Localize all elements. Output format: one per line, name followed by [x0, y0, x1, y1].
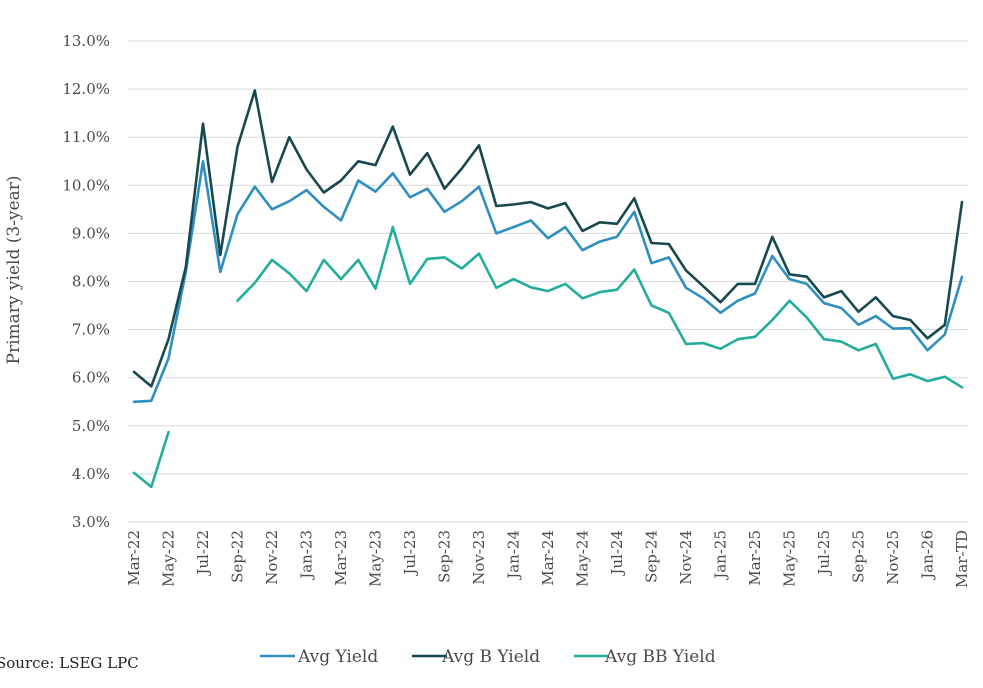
x-tick-label: Jul-23	[401, 530, 419, 577]
y-tick-label: 10.0%	[62, 176, 110, 194]
x-tick-label: Mar-23	[332, 530, 350, 586]
x-tick-label: May-23	[367, 530, 385, 587]
x-tick-label: Nov-23	[470, 530, 488, 585]
legend-label-avg-b-yield: Avg B Yield	[441, 647, 540, 667]
y-tick-label: 7.0%	[72, 321, 110, 339]
y-axis-ticks: 3.0% 4.0% 5.0% 6.0% 7.0% 8.0% 9.0% 10.0% 11.0% 12…	[62, 32, 110, 531]
y-tick-label: 4.0%	[72, 465, 110, 483]
legend: Avg Yield Avg B Yield Avg BB Yield	[260, 647, 716, 667]
x-tick-label: Mar-22	[125, 530, 143, 586]
x-tick-label: Jan-26	[919, 530, 937, 581]
y-axis-label: Primary yield (3-year)	[4, 176, 24, 365]
y-tick-label: 8.0%	[72, 273, 110, 291]
x-tick-label: Mar-25	[746, 530, 764, 586]
y-tick-label: 3.0%	[72, 513, 110, 531]
source-note: Source: LSEG LPC	[0, 654, 139, 672]
x-tick-label: Sep-22	[229, 530, 247, 583]
series-line-avg-yield	[132, 160, 964, 404]
y-tick-label: 11.0%	[62, 128, 110, 146]
series-line-avg-bb-yield	[132, 430, 170, 489]
y-tick-label: 13.0%	[62, 32, 110, 50]
y-tick-label: 9.0%	[72, 224, 110, 242]
x-tick-label: Jul-22	[194, 530, 212, 577]
x-tick-label: Sep-25	[850, 530, 868, 583]
series-line-avg-b-yield	[132, 89, 964, 388]
x-tick-label: Jan-24	[505, 530, 523, 581]
x-tick-label: Jul-24	[608, 530, 626, 577]
x-tick-label: May-22	[160, 530, 178, 587]
series-line-avg-bb-yield	[236, 225, 964, 389]
gridlines	[128, 40, 968, 523]
x-tick-label: May-24	[574, 530, 592, 587]
x-tick-label: May-25	[781, 530, 799, 587]
x-axis-ticks: Mar-22 May-22 Jul-22 Sep-22 Nov-22 Jan-23 Mar-…	[125, 530, 971, 588]
x-tick-label: Jul-25	[815, 530, 833, 577]
x-tick-label: Mar-TD	[953, 530, 971, 588]
x-tick-label: Sep-23	[436, 530, 454, 583]
x-tick-label: Nov-24	[677, 530, 695, 585]
y-tick-label: 6.0%	[72, 369, 110, 387]
legend-label-avg-yield: Avg Yield	[297, 647, 378, 667]
x-tick-label: Nov-25	[884, 530, 902, 585]
x-tick-label: Jan-25	[712, 530, 730, 581]
series-lines	[132, 89, 964, 489]
x-tick-label: Sep-24	[643, 530, 661, 583]
y-tick-label: 12.0%	[62, 80, 110, 98]
x-tick-label: Jan-23	[298, 530, 316, 581]
x-tick-label: Nov-22	[263, 530, 281, 585]
legend-label-avg-bb-yield: Avg BB Yield	[604, 647, 716, 667]
y-tick-label: 5.0%	[72, 417, 110, 435]
x-tick-label: Mar-24	[539, 530, 557, 586]
